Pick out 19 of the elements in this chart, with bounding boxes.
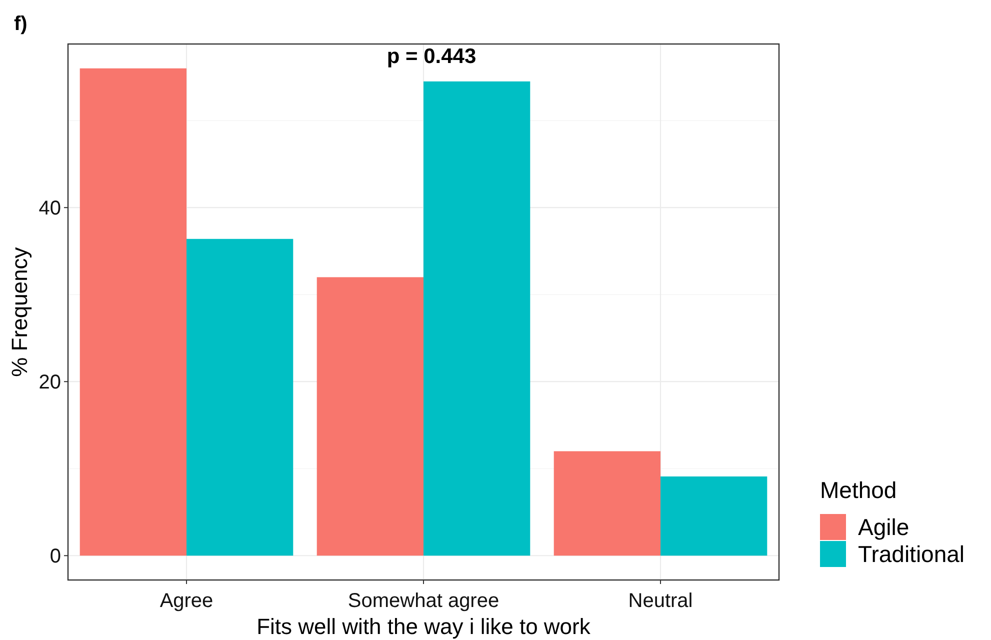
annotation: p = 0.443 — [386, 45, 476, 68]
legend-label: Agile — [858, 514, 910, 540]
y-tick-label: 20 — [38, 372, 61, 394]
y-axis-title: % Frequency — [7, 247, 32, 377]
x-tick-label: Somewhat agree — [348, 590, 500, 612]
bar — [424, 81, 530, 556]
bar — [660, 476, 768, 556]
y-tick-label: 0 — [50, 546, 61, 568]
bar — [316, 277, 424, 556]
legend-label: Traditional — [858, 541, 965, 568]
x-tick-label: Agree — [160, 590, 214, 612]
chart-title: f) — [14, 13, 28, 35]
bar — [186, 238, 294, 556]
x-axis-title: Fits well with the way i like to work — [256, 614, 592, 639]
y-tick-label: 40 — [38, 198, 61, 220]
legend-title: Method — [820, 477, 897, 503]
bar — [554, 451, 660, 556]
x-tick-label: Neutral — [628, 590, 693, 612]
bar — [80, 68, 186, 556]
